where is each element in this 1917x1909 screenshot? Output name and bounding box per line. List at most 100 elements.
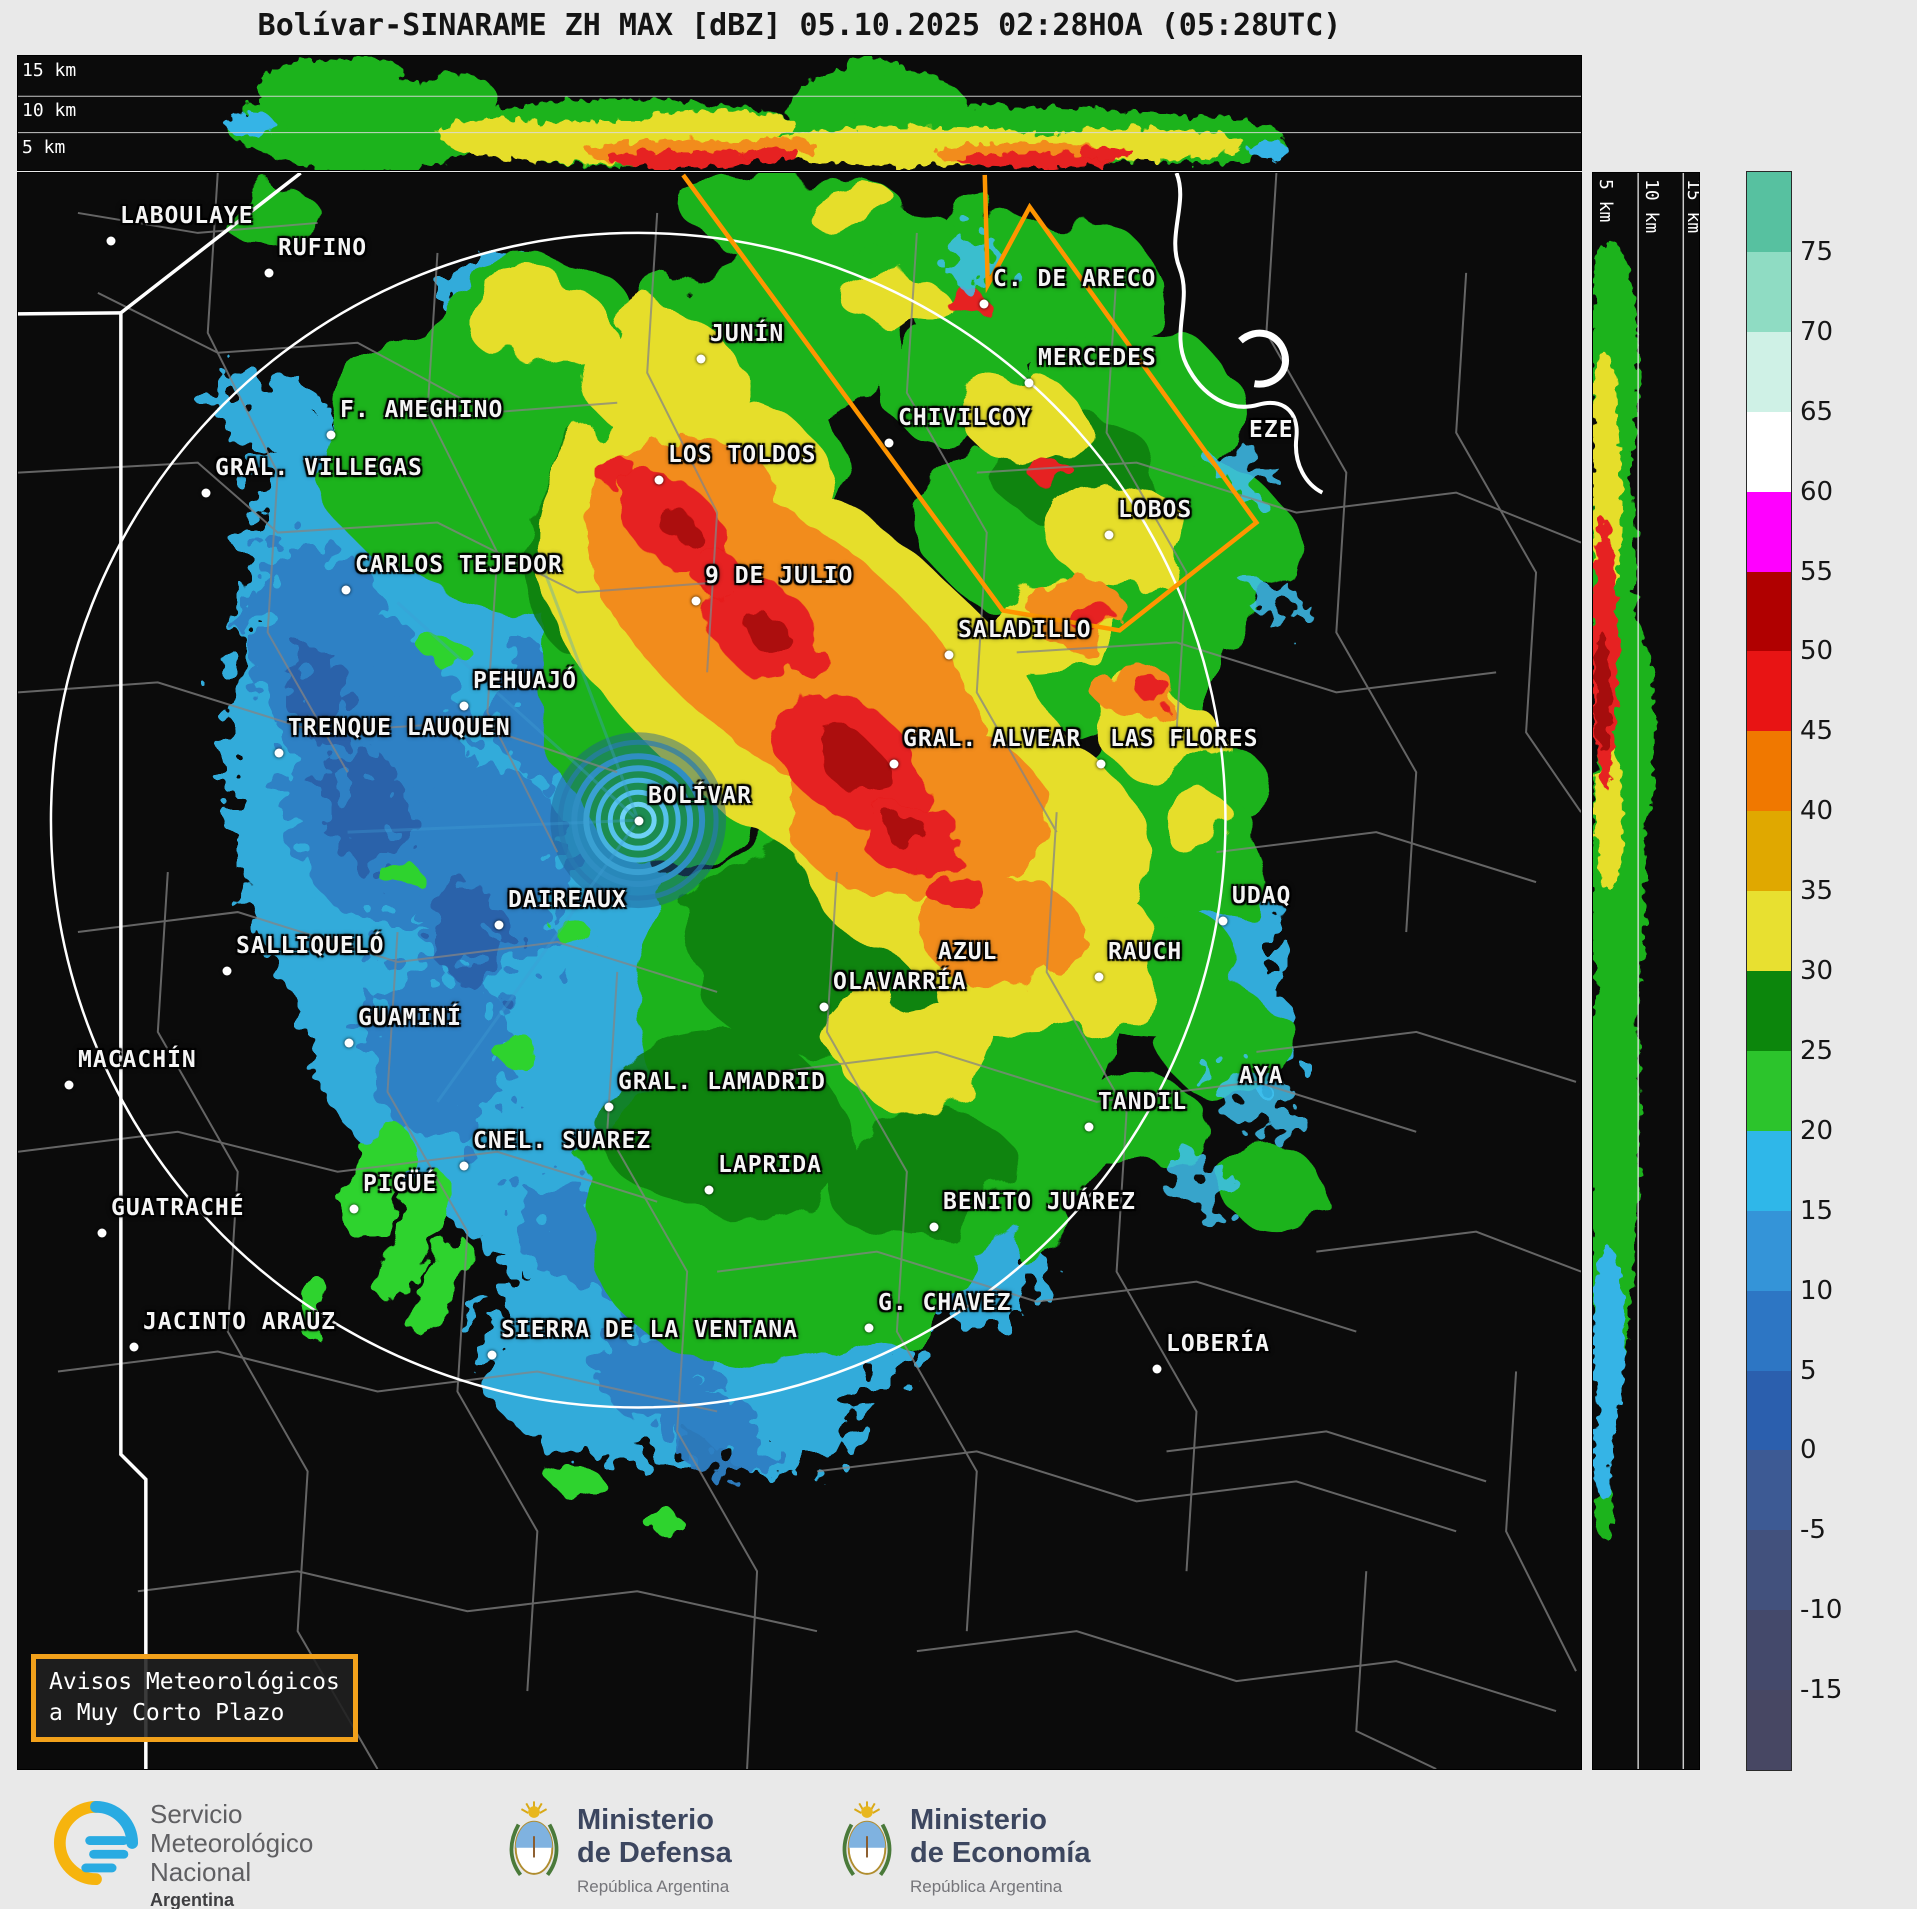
city-label-lobería: LOBERÍA (1166, 1331, 1270, 1357)
city-dot-sierra-de-la-ventana (487, 1350, 497, 1360)
warning-notice-line1: Avisos Meteorológicos (49, 1669, 340, 1695)
city-dot-guaminí (344, 1038, 354, 1048)
colorbar-tick-45: 45 (1800, 716, 1834, 747)
city-dot-salliqueló (222, 966, 232, 976)
city-label-salliqueló: SALLIQUELÓ (236, 933, 385, 959)
city-dot-pehuajó (459, 701, 469, 711)
city-label-carlos-tejedor: CARLOS TEJEDOR (355, 552, 563, 578)
warning-notice-box: Avisos Meteorológicos a Muy Corto Plazo (31, 1654, 358, 1742)
city-label-pigüé: PIGÜÉ (363, 1171, 438, 1197)
city-dot-daireaux (494, 920, 504, 930)
city-dot-carlos-tejedor (341, 585, 351, 595)
colorbar-tick-20: 20 (1800, 1115, 1834, 1146)
radar-map-panel: LABOULAYE RUFINO C. DE ARECO JUNÍN MERCEDES F… (17, 172, 1582, 1770)
xsec-right-cyan (1593, 1246, 1625, 1499)
city-dot-lobería (1152, 1364, 1162, 1374)
colorbar-segment--20--15 (1747, 1690, 1791, 1770)
city-dot-gral-lamadrid (604, 1102, 614, 1112)
city-dot-olavarría (819, 1002, 829, 1012)
colorbar-tick-5: 5 (1800, 1355, 1817, 1386)
city-dot-pigüé (349, 1204, 359, 1214)
colorbar-tick--10: -10 (1800, 1595, 1843, 1626)
city-dot-laboulaye (106, 236, 116, 246)
colorbar-tick-75: 75 (1800, 236, 1834, 267)
city-label-junín: JUNÍN (710, 321, 785, 347)
rivers (1173, 173, 1324, 495)
city-label-lobos: LOBOS (1118, 497, 1193, 523)
city-label-bolívar: BOLÍVAR (648, 783, 752, 809)
colorbar-segment-60-65 (1747, 411, 1791, 493)
defensa-line1: Ministerio (577, 1804, 714, 1836)
footer: Servicio Meteorológico Nacional Argentin… (0, 1786, 1917, 1909)
smn-line4: Argentina (150, 1890, 235, 1909)
city-labels-layer: LABOULAYE RUFINO C. DE ARECO JUNÍN MERCEDES F… (18, 173, 1581, 1769)
range-ring (49, 231, 1227, 1409)
city-dot-c-de-areco (979, 299, 989, 309)
city-dot-macachín (64, 1080, 74, 1090)
city-dot-azul (924, 972, 934, 982)
province-borders (18, 173, 302, 1769)
city-dot-gral-villegas (201, 488, 211, 498)
city-label-9-de-julio: 9 DE JULIO (705, 563, 854, 589)
city-dot-rauch (1094, 972, 1104, 982)
city-dot-f-ameghino (326, 430, 336, 440)
colorbar-segment-75-80 (1747, 172, 1791, 253)
city-label-f-ameghino: F. AMEGHINO (340, 397, 504, 423)
right-cross-section-panel: 5 km 10 km 15 km (1592, 172, 1700, 1770)
city-label-tandil: TANDIL (1098, 1089, 1188, 1115)
economia-coat-of-arms (842, 1801, 892, 1877)
city-label-benito-juárez: BENITO JUÁREZ (943, 1189, 1137, 1215)
defensa-line2: de Defensa (577, 1837, 732, 1869)
colorbar-ticks: 75 70 65 60 55 50 45 40 35 30 25 20 15 10 5 0 -5 -10 -15 (1800, 172, 1900, 1770)
city-label-guaminí: GUAMINÍ (358, 1005, 462, 1031)
colorbar-tick-50: 50 (1800, 636, 1834, 667)
defensa-wordmark: Ministerio de Defensa República Argentin… (577, 1804, 732, 1897)
city-dot-tandil (1084, 1122, 1094, 1132)
city-label-udaq: UDAQ (1232, 883, 1292, 909)
colorbar-segment-70-75 (1747, 251, 1791, 333)
city-dot-laprida (704, 1185, 714, 1195)
smn-line2: Meteorológico (150, 1828, 314, 1858)
warning-polygon (681, 173, 1260, 633)
colorbar-tick-65: 65 (1800, 396, 1834, 427)
city-label-laboulaye: LABOULAYE (120, 203, 254, 229)
colorbar-tick-35: 35 (1800, 876, 1834, 907)
colorbar-tick--15: -15 (1800, 1675, 1843, 1706)
colorbar-segment-50-55 (1747, 571, 1791, 652)
city-dot-junín (696, 354, 706, 364)
colorbar-segment-0-5 (1747, 1370, 1791, 1451)
city-label-gral-villegas: GRAL. VILLEGAS (215, 455, 423, 481)
city-label-rufino: RUFINO (278, 235, 368, 261)
smn-wordmark: Servicio Meteorológico Nacional Argentin… (150, 1800, 313, 1909)
city-dot-9-de-julio (691, 596, 701, 606)
xsec-top-cyan (226, 111, 1289, 161)
economia-line2: de Economía (910, 1837, 1091, 1869)
colorbar-tick-60: 60 (1800, 476, 1834, 507)
colorbar-segment--5-0 (1747, 1450, 1791, 1531)
city-dot-los-toldos (654, 475, 664, 485)
city-dot-lobos (1104, 530, 1114, 540)
colorbar-segment-20-25 (1747, 1050, 1791, 1132)
city-label-daireaux: DAIREAUX (508, 887, 627, 913)
top-cross-section-graphics (18, 56, 1581, 170)
xsec-right-dark-red (1594, 632, 1611, 753)
colorbar-tick-55: 55 (1800, 556, 1834, 587)
city-label-chivilcoy: CHIVILCOY (898, 405, 1032, 431)
xsec-top-red (607, 146, 1135, 169)
city-dot-gral-alvear (889, 759, 899, 769)
city-dot-trenque-lauquen (274, 748, 284, 758)
city-dot-cnel-suarez (459, 1161, 469, 1171)
height-label-right-5km: 5 km (1595, 179, 1616, 223)
city-label-olavarría: OLAVARRÍA (833, 969, 967, 995)
city-label-rauch: RAUCH (1108, 939, 1183, 965)
colorbar-tick--5: -5 (1800, 1515, 1826, 1546)
city-label-trenque-lauquen: TRENQUE LAUQUEN (288, 715, 511, 741)
city-dot-bolívar (634, 816, 644, 826)
colorbar-tick-0: 0 (1800, 1435, 1817, 1466)
xsec-top-height-gridlines (18, 95, 1581, 134)
height-label-15km: 15 km (22, 60, 77, 81)
city-label-jacinto-arauz: JACINTO ARAUZ (143, 1309, 337, 1335)
smn-logo (54, 1800, 139, 1886)
city-label-sierra-de-la-ventana: SIERRA DE LA VENTANA (501, 1317, 798, 1343)
